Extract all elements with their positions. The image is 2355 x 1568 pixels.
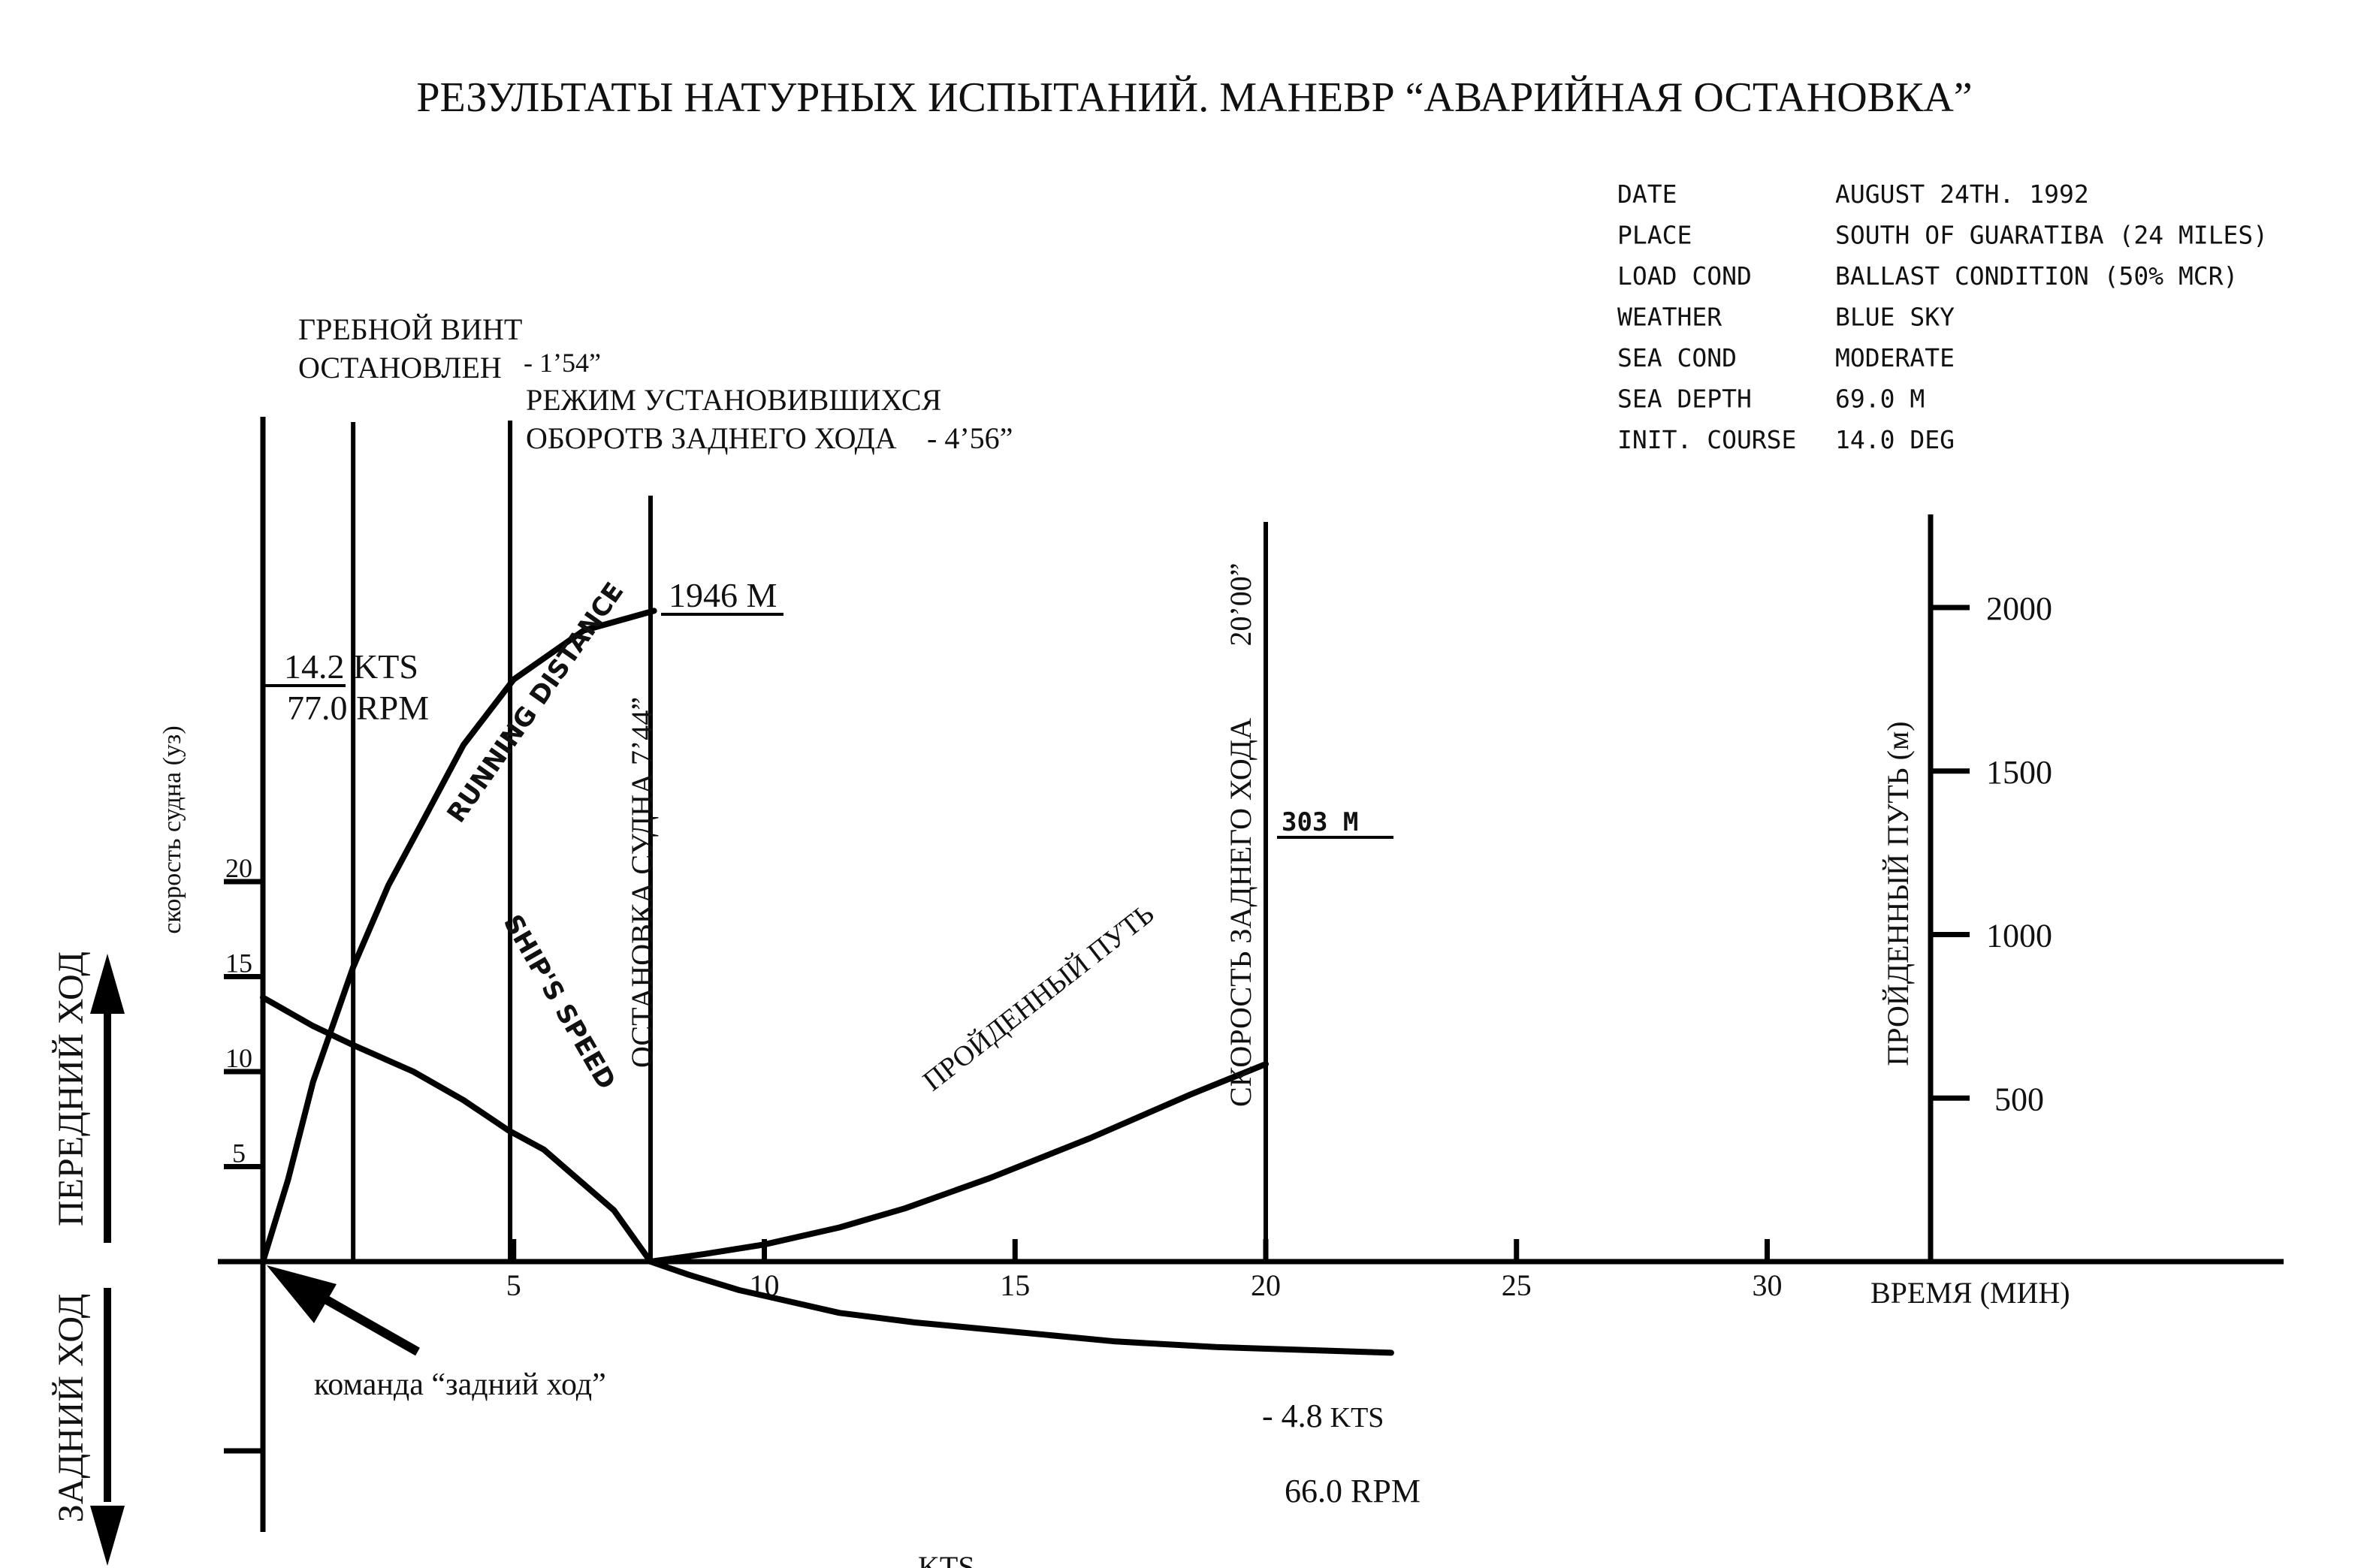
start-rpm-label: 77.0 RPM <box>287 689 429 727</box>
info-key: SEA COND <box>1617 343 1737 372</box>
x-tick-label: 30 <box>1753 1268 1783 1302</box>
astern-speed-label: СКОРОСТЬ ЗАДНЕГО ХОДА <box>1224 718 1258 1107</box>
info-value: BLUE SKY <box>1835 303 1955 332</box>
start-speed-label: 14.2 KTS <box>284 647 418 686</box>
right-y-tick-label: 2000 <box>1986 590 2052 627</box>
astern-command-arrow <box>267 1265 420 1356</box>
astern-rpm-steady-time: - 4’56” <box>927 421 1013 455</box>
propeller-stopped-label-line1: ГРЕБНОЙ ВИНТ <box>298 312 522 346</box>
ahead-label: ПЕРЕДНИЙ ХОД <box>51 951 91 1226</box>
info-key: SEA DEPTH <box>1617 384 1752 414</box>
ship-stop-label: ОСТАНОВКА СУДНА 7’44” <box>625 697 659 1068</box>
left-y-axis-label: скорость судна (уз) <box>159 725 186 933</box>
astern-arrow <box>90 1288 125 1566</box>
right-y-ticks: 500 1000 1500 2000 <box>1931 590 2052 1117</box>
astern-distance-label: 303 M <box>1282 807 1358 837</box>
astern-speed-time: 20’00” <box>1224 562 1258 646</box>
passed-path-curve-label: ПРОЙДЕННЫЙ ПУТЬ <box>917 898 1160 1097</box>
right-y-tick-label: 500 <box>1994 1081 2044 1117</box>
stop-distance-label: 1946 M <box>669 576 777 614</box>
info-key: LOAD COND <box>1617 261 1752 291</box>
running-distance-curve <box>260 608 657 1265</box>
left-y-tick-label: 15 <box>225 948 252 978</box>
x-tick-label: 5 <box>506 1268 521 1302</box>
astern-label: ЗАДНИЙ ХОД <box>51 1294 91 1523</box>
ahead-arrow <box>90 954 125 1243</box>
passed-path-curve <box>648 1060 1269 1265</box>
chart-title: РЕЗУЛЬТАТЫ НАТУРНЫХ ИСПЫТАНИЙ. МАНЕВР “А… <box>416 74 1972 121</box>
astern-rpm-steady-label-line1: РЕЖИМ УСТАНОВИВШИХСЯ <box>526 383 941 417</box>
running-distance-curve-label: RUNNING DISTANCE <box>442 577 630 828</box>
info-key: WEATHER <box>1617 303 1722 332</box>
left-y-ticks: 5 10 15 20 <box>224 853 263 1169</box>
right-y-axis-label: ПРОЙДЕННЫЙ ПУТЬ (м) <box>1881 721 1915 1066</box>
info-value: AUGUST 24TH. 1992 <box>1835 179 2089 209</box>
data-series <box>260 608 1394 1356</box>
ships-speed-curve <box>260 994 1394 1356</box>
final-rpm-label: 66.0 RPM <box>1285 1473 1421 1509</box>
x-tick-label: 15 <box>1000 1268 1030 1302</box>
info-key: DATE <box>1617 179 1677 209</box>
astern-rpm-steady-label-line2: ОБОРОТВ ЗАДНЕГО ХОДА <box>526 421 897 455</box>
astern-command-label: команда “задний ход” <box>314 1367 606 1402</box>
info-value: BALLAST CONDITION (50% MCR) <box>1835 261 2238 291</box>
x-ticks: 5 10 15 20 25 30 <box>506 1239 1783 1302</box>
info-value: MODERATE <box>1835 343 1955 372</box>
right-y-tick-label: 1000 <box>1986 918 2052 954</box>
x-axis-label: ВРЕМЯ (МИН) <box>1870 1276 2070 1310</box>
test-info-table: DATE AUGUST 24TH. 1992 PLACE SOUTH OF GUARA… <box>1617 179 2268 454</box>
left-y-tick-label: 5 <box>232 1138 246 1168</box>
x-tick-label: 20 <box>1251 1268 1281 1302</box>
right-y-tick-label: 1500 <box>1986 754 2052 791</box>
bottom-cut-label: KTS <box>918 1550 975 1568</box>
x-tick-label: 25 <box>1502 1268 1532 1302</box>
info-value: 69.0 M <box>1835 384 1925 414</box>
ships-speed-curve-label: SHIP'S SPEED <box>497 909 621 1094</box>
info-value: SOUTH OF GUARATIBA (24 MILES) <box>1835 221 2268 250</box>
info-key: INIT. COURSE <box>1617 425 1796 454</box>
left-y-tick-label: 20 <box>225 853 252 883</box>
info-key: PLACE <box>1617 221 1692 250</box>
final-speed-label: - 4.8 KTS <box>1262 1398 1384 1434</box>
propeller-stopped-label-line2: ОСТАНОВЛЕН <box>298 351 502 384</box>
event-marker-lines <box>351 421 1268 1262</box>
left-y-tick-label: 10 <box>225 1043 252 1073</box>
info-value: 14.0 DEG <box>1835 425 1955 454</box>
propeller-stopped-time: - 1’54” <box>524 348 601 378</box>
